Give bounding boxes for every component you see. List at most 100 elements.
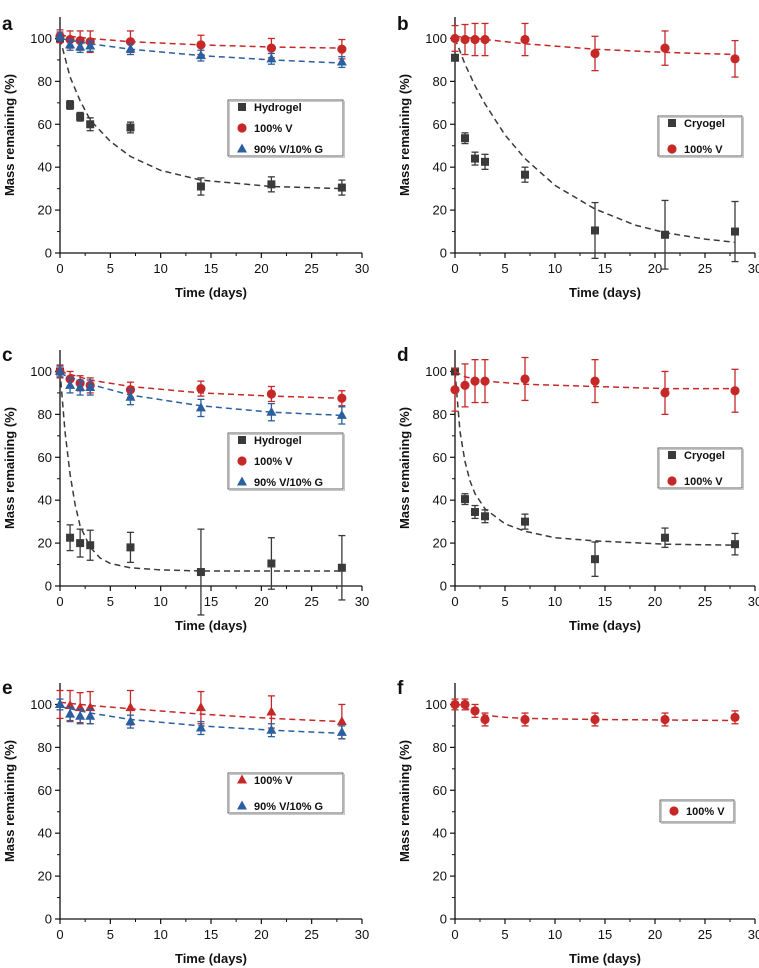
legend: 100% V 90% V/10% G: [227, 772, 345, 815]
x-tick-label: 15: [204, 927, 218, 942]
data-point: [85, 382, 96, 392]
data-point: [470, 34, 480, 45]
series-100-v: [450, 22, 740, 78]
data-point: [76, 112, 85, 121]
y-tick-label: 0: [440, 579, 447, 594]
data-point: [336, 716, 347, 726]
data-point: [460, 699, 470, 710]
fit-curve: [59, 371, 342, 572]
x-tick-label: 5: [107, 927, 114, 942]
series-hydrogel: [56, 367, 346, 616]
x-tick-label: 20: [648, 261, 662, 276]
data-point: [76, 539, 85, 548]
y-tick-label: 0: [45, 579, 52, 594]
data-point: [125, 391, 136, 401]
legend-marker: [237, 476, 247, 486]
data-point: [460, 34, 470, 45]
data-point: [660, 388, 670, 398]
x-tick-label: 15: [598, 594, 612, 609]
data-point: [337, 563, 346, 572]
y-tick-label: 60: [38, 117, 52, 132]
data-point: [266, 389, 276, 399]
legend-label: 100% V: [684, 144, 723, 156]
data-point: [55, 698, 65, 708]
data-point: [471, 154, 479, 163]
y-tick-label: 80: [433, 407, 447, 422]
legend: 100% V: [659, 799, 736, 824]
y-tick-label: 80: [433, 740, 447, 755]
data-point: [481, 512, 489, 521]
x-axis-title: Time (days): [569, 285, 641, 300]
series-cryogel: [451, 38, 739, 270]
data-point: [65, 39, 76, 49]
data-point: [480, 376, 490, 386]
y-tick-label: 0: [440, 912, 447, 927]
panel-e: e 0 5 10 15 20 25 30 0 20 40 60 80 100 Time (days) Mass…: [2, 678, 369, 966]
data-point: [470, 376, 480, 386]
data-point: [471, 507, 479, 516]
x-axis-title: Time (days): [569, 951, 641, 966]
data-point: [66, 533, 75, 542]
y-tick-label: 20: [38, 536, 52, 551]
x-axis-title: Time (days): [175, 951, 247, 966]
x-tick-label: 20: [254, 927, 268, 942]
y-tick-label: 40: [38, 493, 52, 508]
legend: Cryogel 100% V: [657, 447, 744, 490]
x-tick-label: 25: [698, 261, 712, 276]
data-point: [730, 54, 740, 64]
x-tick-label: 15: [598, 261, 612, 276]
fit-curve: [59, 370, 342, 400]
legend-marker: [668, 451, 676, 459]
legend-shadow: [661, 801, 736, 824]
legend-marker: [237, 800, 247, 810]
data-point: [337, 44, 347, 54]
data-point: [470, 706, 480, 716]
y-tick-label: 80: [433, 74, 447, 89]
y-tick-label: 60: [433, 450, 447, 465]
data-point: [266, 724, 277, 734]
data-point: [86, 120, 95, 129]
y-tick-label: 40: [433, 160, 447, 175]
data-point: [520, 714, 530, 725]
y-tick-label: 20: [38, 869, 52, 884]
x-tick-label: 15: [204, 594, 218, 609]
data-point: [337, 183, 346, 192]
x-axis-title: Time (days): [175, 618, 247, 633]
x-tick-label: 25: [698, 927, 712, 942]
data-point: [336, 56, 347, 66]
y-axis-title: Mass remaining (%): [2, 407, 17, 529]
data-point: [195, 702, 206, 712]
x-tick-label: 30: [355, 261, 369, 276]
data-point: [337, 393, 347, 403]
data-point: [480, 714, 490, 725]
x-tick-label: 10: [548, 261, 562, 276]
panel-c: c 0 5 10 15 20 25 30 0 20 40 60 80 100 Time (days) Mass…: [2, 345, 369, 633]
y-axis-title: Mass remaining (%): [2, 740, 17, 862]
x-tick-label: 10: [548, 927, 562, 942]
legend-marker: [667, 144, 677, 154]
y-tick-label: 100: [30, 31, 52, 46]
y-tick-label: 40: [38, 160, 52, 175]
legend-label: Cryogel: [684, 450, 725, 462]
data-point: [125, 716, 136, 726]
y-tick-label: 20: [433, 536, 447, 551]
x-tick-label: 0: [451, 927, 458, 942]
data-point: [520, 374, 530, 384]
y-axis-title: Mass remaining (%): [397, 740, 412, 862]
legend-label: 90% V/10% G: [254, 801, 323, 813]
panel-a: a 0 5 10 15 20 25 30 0 20 40 60 80 100 Time (days) Mass…: [2, 14, 369, 300]
y-tick-label: 80: [38, 74, 52, 89]
data-point: [590, 376, 600, 386]
legend-box: [659, 799, 735, 823]
y-tick-label: 40: [433, 826, 447, 841]
y-tick-label: 20: [38, 203, 52, 218]
data-point: [450, 33, 460, 44]
fit-curve: [454, 35, 736, 56]
x-axis-title: Time (days): [569, 618, 641, 633]
data-point: [65, 379, 76, 389]
legend-label: 100% V: [686, 806, 725, 818]
data-point: [55, 30, 65, 40]
series-100-v: [450, 698, 740, 727]
panel-b: b 0 5 10 15 20 25 30 0 20 40 60 80 100 Time (days) Mass…: [397, 14, 759, 300]
data-point: [125, 702, 136, 712]
